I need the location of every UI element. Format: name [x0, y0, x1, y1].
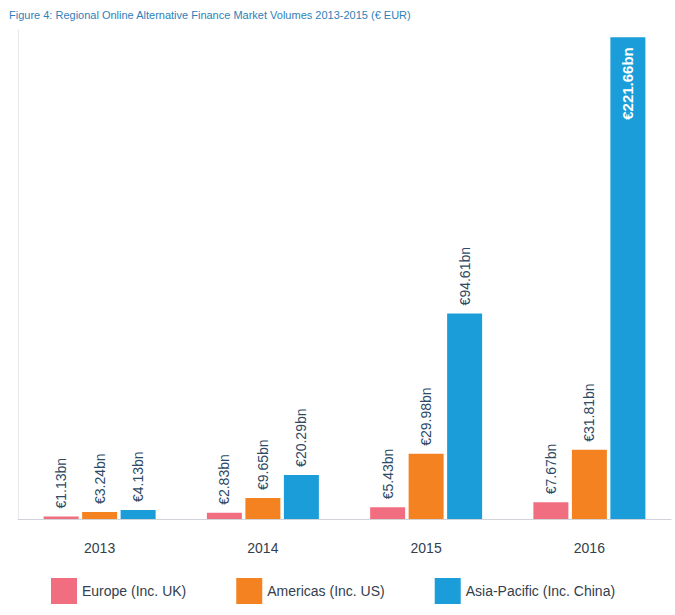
svg-text:€2.83bn: €2.83bn — [216, 454, 232, 505]
svg-text:€7.67bn: €7.67bn — [543, 444, 559, 495]
svg-text:€221.66bn: €221.66bn — [619, 47, 636, 120]
svg-text:2013: 2013 — [84, 540, 115, 556]
svg-text:€29.98bn: €29.98bn — [418, 387, 434, 445]
svg-text:2014: 2014 — [247, 540, 278, 556]
svg-text:2016: 2016 — [574, 540, 605, 556]
svg-text:€1.13bn: €1.13bn — [53, 458, 69, 509]
svg-text:€94.61bn: €94.61bn — [457, 247, 473, 305]
svg-text:Asia-Pacific (Inc. China): Asia-Pacific (Inc. China) — [466, 583, 615, 599]
svg-text:Europe (Inc. UK): Europe (Inc. UK) — [82, 583, 186, 599]
svg-text:Americas (Inc. US): Americas (Inc. US) — [267, 583, 384, 599]
svg-text:€20.29bn: €20.29bn — [293, 408, 309, 466]
svg-text:€3.24bn: €3.24bn — [92, 453, 108, 504]
svg-text:€4.13bn: €4.13bn — [130, 451, 146, 502]
svg-text:€31.81bn: €31.81bn — [581, 383, 597, 441]
svg-text:2015: 2015 — [411, 540, 442, 556]
svg-text:€9.65bn: €9.65bn — [255, 439, 271, 490]
svg-text:Figure 4: Regional Online Alte: Figure 4: Regional Online Alternative Fi… — [9, 9, 411, 21]
svg-text:€5.43bn: €5.43bn — [380, 449, 396, 500]
